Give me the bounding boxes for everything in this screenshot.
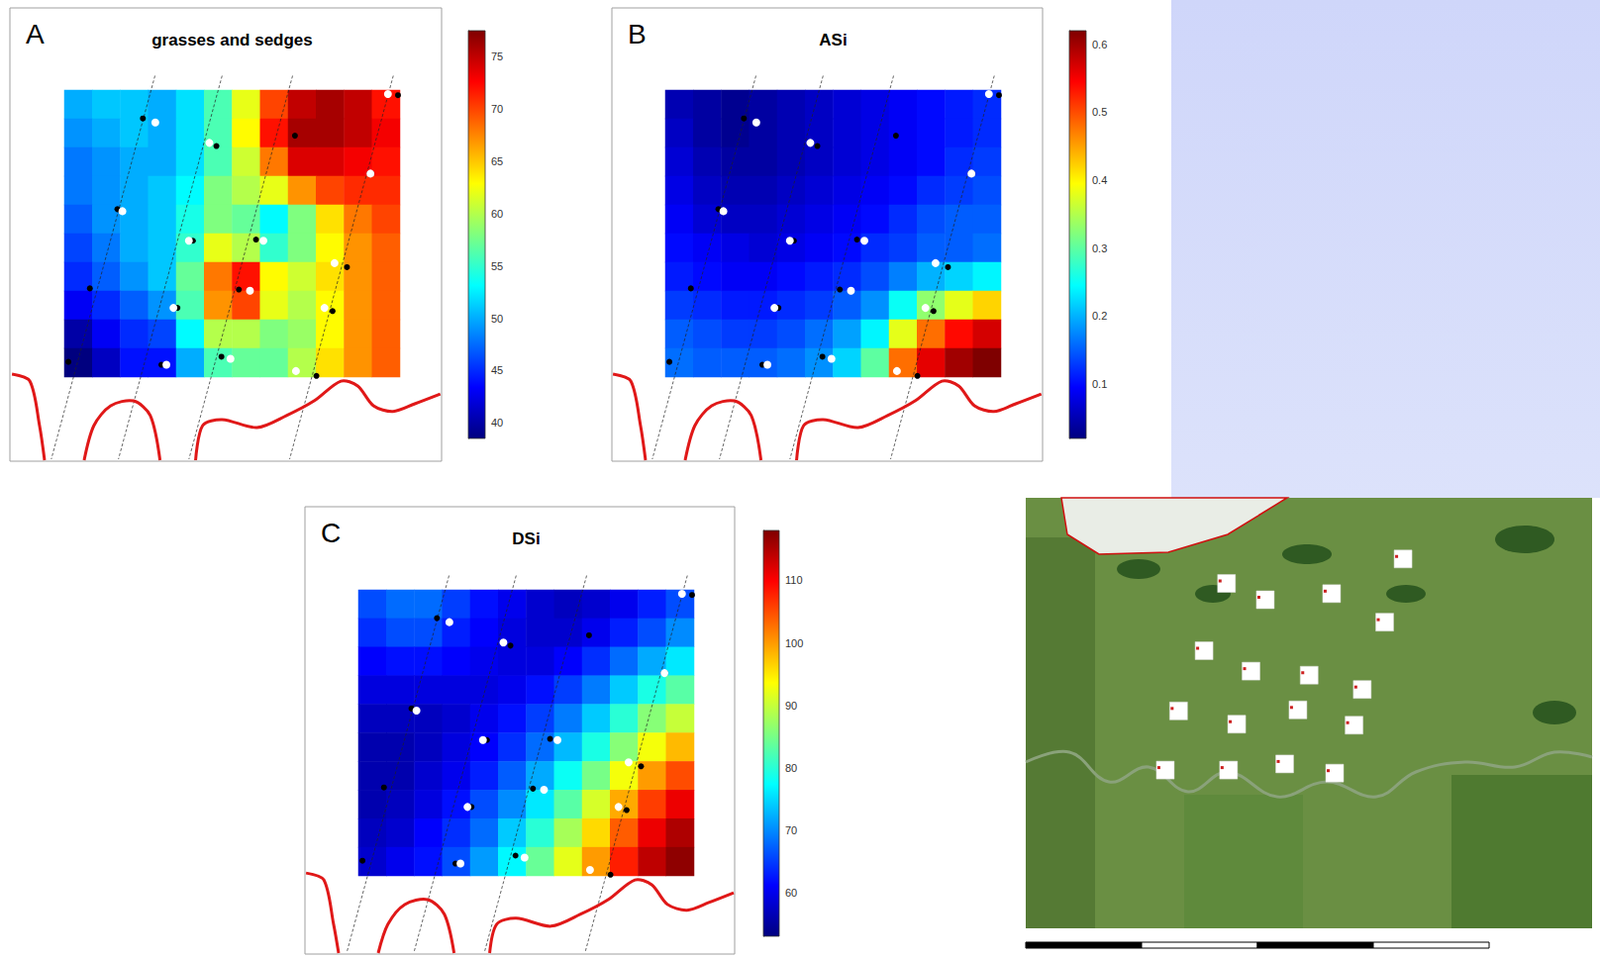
svg-text:65: 65 xyxy=(491,155,503,168)
svg-text:0.6: 0.6 xyxy=(1092,38,1107,51)
svg-text:50: 50 xyxy=(491,312,503,325)
svg-text:B: B xyxy=(627,18,647,50)
svg-text:60: 60 xyxy=(491,207,503,220)
svg-text:80: 80 xyxy=(785,762,798,775)
svg-text:grasses and sedges: grasses and sedges xyxy=(151,30,313,50)
svg-text:55: 55 xyxy=(491,260,503,273)
svg-text:DSi: DSi xyxy=(511,529,540,549)
svg-text:A: A xyxy=(25,18,45,50)
svg-text:40: 40 xyxy=(491,416,503,429)
svg-text:110: 110 xyxy=(785,574,803,587)
svg-text:100: 100 xyxy=(785,637,803,650)
svg-text:45: 45 xyxy=(491,364,503,377)
svg-text:75: 75 xyxy=(491,50,503,63)
svg-text:90: 90 xyxy=(785,700,798,712)
svg-text:70: 70 xyxy=(785,824,798,837)
svg-text:ASi: ASi xyxy=(818,30,847,50)
svg-text:70: 70 xyxy=(491,102,503,115)
svg-text:0.4: 0.4 xyxy=(1092,174,1107,187)
svg-text:C: C xyxy=(320,517,341,549)
svg-text:0.3: 0.3 xyxy=(1092,242,1107,255)
svg-text:60: 60 xyxy=(785,887,798,900)
svg-text:0.2: 0.2 xyxy=(1092,309,1107,322)
svg-text:0.1: 0.1 xyxy=(1092,378,1107,391)
svg-text:0.5: 0.5 xyxy=(1092,105,1107,118)
